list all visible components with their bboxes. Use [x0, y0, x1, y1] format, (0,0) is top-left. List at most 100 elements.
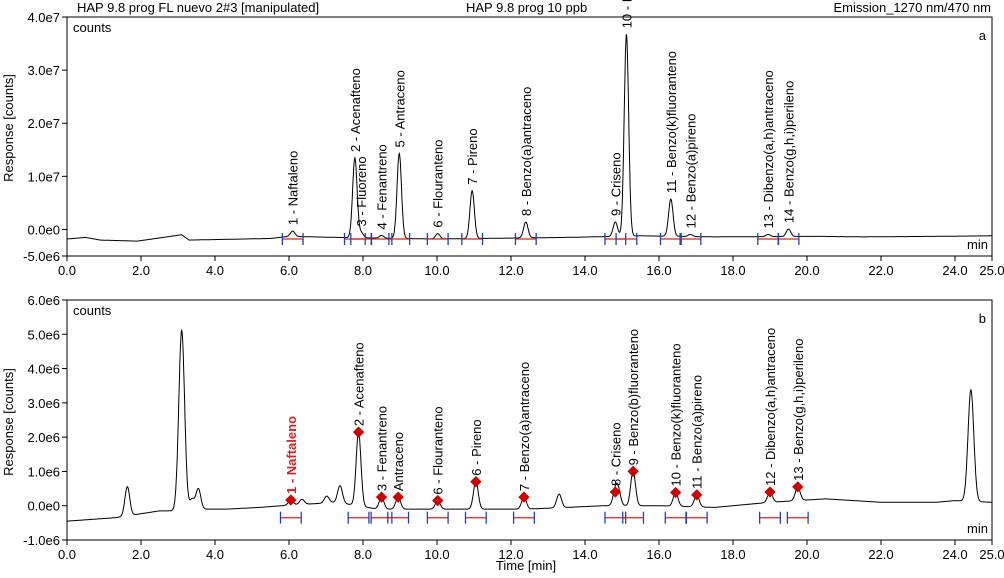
panel-b-x-tick-label: 22.0: [868, 547, 893, 562]
panel-a-x-tick-label: 12.0: [498, 263, 523, 278]
panel-a-peak-label: 2 - Acenafteno: [348, 68, 363, 152]
panel-b-peak-label: 2 - Acenafteno: [352, 342, 367, 426]
panel-b-peak-label: 6 - Flouranteno: [431, 406, 446, 494]
panel-b-peak-label: 7 - Benzo(a)antraceno: [517, 362, 532, 491]
panel-b-x-tick-label: 16.0: [646, 547, 671, 562]
panel-a-x-tick-label: 2.0: [132, 263, 150, 278]
panel-a-peak-label: 6 - Flouranteno: [431, 139, 446, 227]
panel-a-peak-label: 5 - Antraceno: [392, 70, 407, 147]
panel-b-x-tick-label: 14.0: [572, 547, 597, 562]
panel-b-peak-marker: [764, 486, 776, 498]
panel-a-units-label: counts: [73, 20, 112, 35]
panel-a-x-tick-label: 4.0: [206, 263, 224, 278]
panel-b-peak-marker: [285, 494, 297, 506]
panel-b-y-tick-label: 0.0e0: [27, 499, 60, 514]
panel-b-x-tick-label: 12.0: [498, 547, 523, 562]
panel-a-peak-label: 12 - Benzo(a)pireno: [683, 114, 698, 229]
panel-a-peak-label: 3 - Fluoreno: [354, 156, 369, 226]
panel-a-peak-label: 1 - Naftaleno: [286, 151, 301, 225]
panel-b-peak-marker: [432, 494, 444, 507]
panel-b-x-tick-label: 4.0: [206, 547, 224, 562]
panel-b-peak-marker: [518, 491, 530, 503]
panel-a-y-tick-label: 4.0e7: [27, 10, 60, 25]
panel-b-y-tick-label: -1.0e6: [23, 533, 60, 548]
panel-b-peak-label: 6 - Pireno: [469, 419, 484, 475]
panel-b-x-tick-label: 25.0: [979, 547, 1004, 562]
panel-a: counts a min 0.0 2.0 4.0 6.0 8.0 10.0 12.0 14.0 16.…: [23, 0, 1004, 278]
panel-a-y-tick-label: 1.0e7: [27, 169, 60, 184]
panel-b-peak-marker: [470, 476, 482, 488]
panel-a-x-tick-label: 20.0: [794, 263, 819, 278]
panel-b-peak-marker: [669, 486, 682, 499]
panel-b-x-tick-label: 24.0: [942, 547, 967, 562]
panel-a-peak-label: 13 - Dibenzo(a,h)antraceno: [761, 70, 776, 228]
panel-b-y-tick-label: 4.0e6: [27, 362, 60, 377]
panel-a-x-tick-label: 25.0: [979, 263, 1004, 278]
panel-a-x-tick-label: 0.0: [58, 263, 76, 278]
panel-b-xunit-label: min: [967, 521, 988, 536]
panel-b-y-tick-label: 6.0e6: [27, 293, 60, 308]
panel-a-peak-label: 9 - Criseno: [608, 152, 623, 216]
panel-a-peak-label: 11 - Benzo(k)fluoranteno: [664, 51, 679, 193]
panel-a-peak-label: 14 - Benzo(g,h,i)perileno: [782, 81, 797, 223]
panel-b-peak-marker: [627, 465, 639, 478]
panel-a-signal-trace: [67, 34, 992, 242]
panel-b-x-tick-label: 0.0: [58, 547, 76, 562]
panel-a-xunit-label: min: [967, 237, 988, 252]
panel-a-panel-letter: a: [979, 28, 987, 43]
panel-b-y-tick-label: 3.0e6: [27, 396, 60, 411]
panel-b-peak-marker: [609, 486, 621, 498]
panel-a-x-tick-label: 6.0: [280, 263, 298, 278]
panel-b-peak-marker: [691, 489, 703, 501]
panel-b-peak-label: 12 - Dibenzo(a,h)antraceno: [763, 328, 778, 486]
header-left: HAP 9.8 prog FL nuevo 2#3 [manipulated]: [77, 0, 319, 15]
panel-a-x-tick-label: 24.0: [942, 263, 967, 278]
panel-b-peak-marker: [352, 426, 365, 438]
panel-b-x-tick-label: 18.0: [720, 547, 745, 562]
panel-b-peak-marker: [792, 481, 804, 493]
panel-b-units-label: counts: [73, 303, 112, 318]
panel-b: counts b min 0.0 2.0 4.0 6.0 8.0 10.0 12.0 14.0 16.…: [23, 293, 1004, 562]
panel-a-y-tick-label: 0.0e0: [27, 222, 60, 237]
y-axis-label-a: Response [counts]: [1, 74, 16, 182]
panel-a-x-tick-label: 22.0: [868, 263, 893, 278]
panel-b-x-tick-label: 2.0: [132, 547, 150, 562]
panel-b-peak-label: 9 - Benzo(b)fluoranteno: [626, 329, 641, 466]
panel-b-peak-label: 1 - Naftaleno: [284, 416, 299, 494]
panel-b-x-tick-label: 20.0: [794, 547, 819, 562]
x-axis-label: Time [min]: [496, 558, 556, 573]
panel-a-y-tick-label: -5.0e6: [23, 249, 60, 264]
panel-b-peak-marker: [392, 491, 404, 503]
panel-b-y-tick-label: 5.0e6: [27, 327, 60, 342]
panel-b-y-tick-label: 1.0e6: [27, 464, 60, 479]
panel-a-peak-label: 8 - Benzo(a)antraceno: [519, 87, 534, 216]
panel-b-signal-trace: [67, 328, 992, 522]
panel-b-x-tick-label: 8.0: [354, 547, 372, 562]
panel-a-peak-label: 10 - Benzo(b)fluoranteno: [619, 0, 634, 28]
header-center: HAP 9.8 prog 10 ppb: [466, 0, 587, 15]
panel-b-x-tick-label: 10.0: [424, 547, 449, 562]
panel-b-peak-label: Antraceno: [391, 432, 406, 491]
panel-a-y-tick-label: 3.0e7: [27, 63, 60, 78]
panel-b-plot-frame: [66, 299, 993, 541]
panel-b-peak-marker: [375, 491, 388, 503]
panel-a-x-tick-label: 8.0: [354, 263, 372, 278]
panel-a-x-tick-label: 14.0: [572, 263, 597, 278]
panel-a-x-tick-label: 16.0: [646, 263, 671, 278]
panel-b-panel-letter: b: [979, 311, 986, 326]
panel-a-plot-frame: [66, 16, 993, 257]
panel-a-x-tick-label: 18.0: [720, 263, 745, 278]
panel-b-peak-label: 8 - Criseno: [608, 422, 623, 486]
panel-b-peak-label: 10 - Benzo(k)fluoranteno: [669, 343, 684, 486]
panel-b-y-tick-label: 2.0e6: [27, 430, 60, 445]
panel-a-peak-label: 7 - Pireno: [465, 128, 480, 184]
y-axis-label-b: Response [counts]: [1, 368, 16, 476]
panel-b-peak-label: 11 - Benzo(a)pireno: [690, 375, 705, 489]
panel-a-y-tick-label: 2.0e7: [27, 116, 60, 131]
panel-b-peak-label: 3 - Fenantreno: [375, 406, 390, 491]
panel-b-x-tick-label: 6.0: [280, 547, 298, 562]
panel-a-peak-label: 4 - Fenantreno: [375, 144, 390, 229]
panel-b-peak-label: 13 - Benzo(g,h,i)perileno: [791, 338, 806, 480]
